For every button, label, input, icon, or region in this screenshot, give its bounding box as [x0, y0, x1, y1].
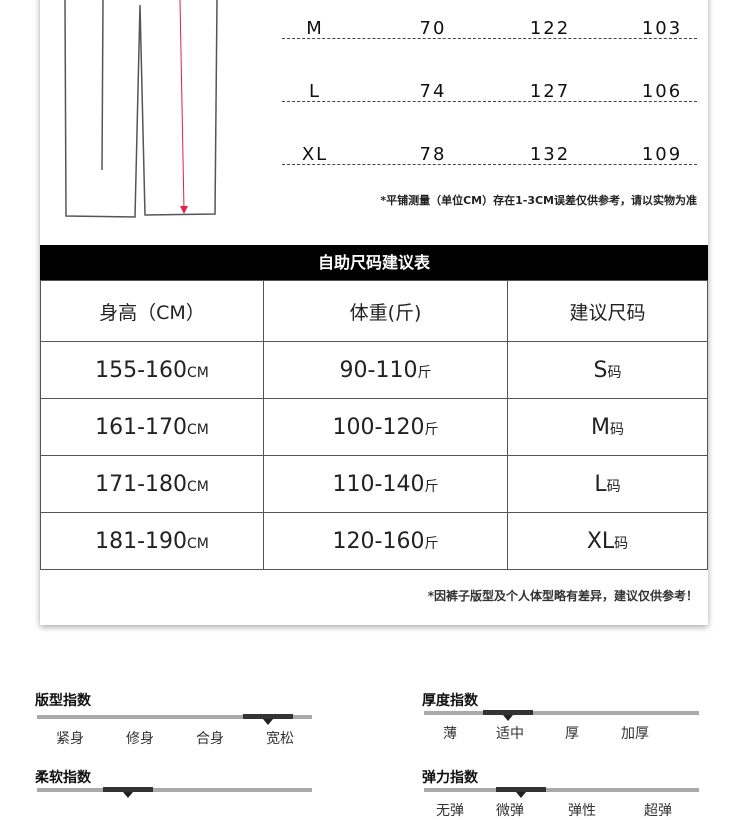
value: 110-140 [332, 471, 425, 497]
index-label: 微弹 [496, 803, 524, 819]
index-label: 宽松 [266, 731, 294, 747]
size-cell: 106 [641, 81, 683, 102]
measure-note: *平铺测量（单位CM）存在1-3CM误差仅供参考，请以实物为准 [380, 194, 697, 207]
size-cell: 78 [419, 144, 447, 165]
cell-w: 90-110斤 [263, 341, 508, 399]
cell-w: 110-140斤 [263, 455, 508, 513]
header-height: 身高（CM） [40, 280, 264, 342]
unit: CM [187, 364, 209, 381]
index-title: 厚度指数 [422, 693, 478, 709]
unit: 码 [614, 535, 629, 552]
index-label: 合身 [196, 731, 224, 747]
table-row: 161-170CM 100-120斤 M码 [40, 398, 708, 456]
index-title: 版型指数 [35, 693, 91, 709]
measure-arrow-icon [179, 0, 185, 211]
cell-s: L码 [507, 455, 708, 513]
cell-h: 181-190CM [40, 512, 264, 570]
size-cell: L [308, 81, 322, 102]
unit: 斤 [424, 421, 439, 438]
unit: 码 [606, 478, 621, 495]
index-label: 修身 [126, 731, 154, 747]
index-track [424, 787, 699, 798]
index-label: 超弹 [644, 803, 672, 819]
index-marker [243, 714, 294, 725]
value: XL [586, 528, 615, 554]
table-row: 155-160CM 90-110斤 S码 [40, 341, 708, 399]
index-3: 弹力指数无弹 微弹 弹性 超弹 [422, 767, 699, 819]
cell-w: 120-160斤 [263, 512, 508, 570]
index-1: 厚度指数薄 适中 厚 加厚 [422, 690, 699, 742]
unit: CM [187, 478, 209, 495]
unit: CM [187, 421, 209, 438]
size-cell: 74 [419, 81, 447, 102]
index-title: 柔软指数 [35, 770, 91, 786]
size-cell: 70 [419, 18, 447, 39]
index-track [37, 714, 312, 725]
size-cell: 132 [529, 144, 571, 165]
index-title: 弹力指数 [422, 770, 478, 786]
cell-h: 155-160CM [40, 341, 264, 399]
value: 100-120 [332, 414, 425, 440]
value: 171-180 [95, 471, 188, 497]
unit: CM [187, 535, 209, 552]
value: 90-110 [339, 357, 418, 383]
value: M [591, 414, 610, 440]
cell-w: 100-120斤 [263, 398, 508, 456]
size-cell: 127 [529, 81, 571, 102]
index-0: 版型指数紧身 修身 合身 宽松 [35, 690, 312, 747]
index-track [424, 710, 699, 721]
index-label: 加厚 [621, 726, 649, 742]
unit: 码 [609, 421, 624, 438]
cell-s: M码 [507, 398, 708, 456]
size-cell: 109 [641, 144, 683, 165]
cell-s: XL码 [507, 512, 708, 570]
index-label: 无弹 [436, 803, 464, 819]
index-2: 柔软指数 [35, 767, 312, 798]
index-label: 厚 [565, 726, 579, 742]
size-row: L 74 127 106 [282, 81, 697, 102]
unit: 斤 [417, 364, 432, 381]
header-size: 建议尺码 [507, 280, 708, 342]
size-cell: 103 [641, 18, 683, 39]
table-header: 身高（CM） 体重(斤) 建议尺码 [40, 280, 708, 342]
cell-h: 161-170CM [40, 398, 264, 456]
cell-h: 171-180CM [40, 455, 264, 513]
index-marker [102, 787, 153, 798]
size-cell: 122 [529, 18, 571, 39]
unit: 码 [607, 364, 622, 381]
size-suggest-table: 身高（CM） 体重(斤) 建议尺码 155-160CM 90-110斤 S码 161-… [40, 280, 708, 626]
suggest-note: *因裤子版型及个人体型略有差异，建议仅供参考！ [427, 589, 698, 603]
unit: 斤 [424, 535, 439, 552]
index-marker [495, 787, 546, 798]
header-weight: 体重(斤) [263, 280, 508, 342]
size-cell: M [306, 18, 324, 39]
index-marker [482, 710, 533, 721]
value: L [594, 471, 607, 497]
index-label: 适中 [496, 726, 524, 742]
index-track [37, 787, 312, 798]
table-row: 181-190CM 120-160斤 XL码 [40, 512, 708, 570]
suggest-title: 自助尺码建议表 [40, 245, 708, 280]
value: 155-160 [95, 357, 188, 383]
pants-diagram [64, 0, 218, 218]
cell-s: S码 [507, 341, 708, 399]
index-label: 弹性 [568, 803, 596, 819]
table-row: 171-180CM 110-140斤 L码 [40, 455, 708, 513]
index-label: 紧身 [56, 731, 84, 747]
value: S [593, 357, 608, 383]
value: 120-160 [332, 528, 425, 554]
size-cell: XL [301, 144, 329, 165]
size-row: XL 78 132 109 [282, 144, 697, 165]
index-label: 薄 [443, 726, 457, 742]
unit: 斤 [424, 478, 439, 495]
value: 161-170 [95, 414, 188, 440]
value: 181-190 [95, 528, 188, 554]
size-row: M 70 122 103 [282, 18, 697, 39]
